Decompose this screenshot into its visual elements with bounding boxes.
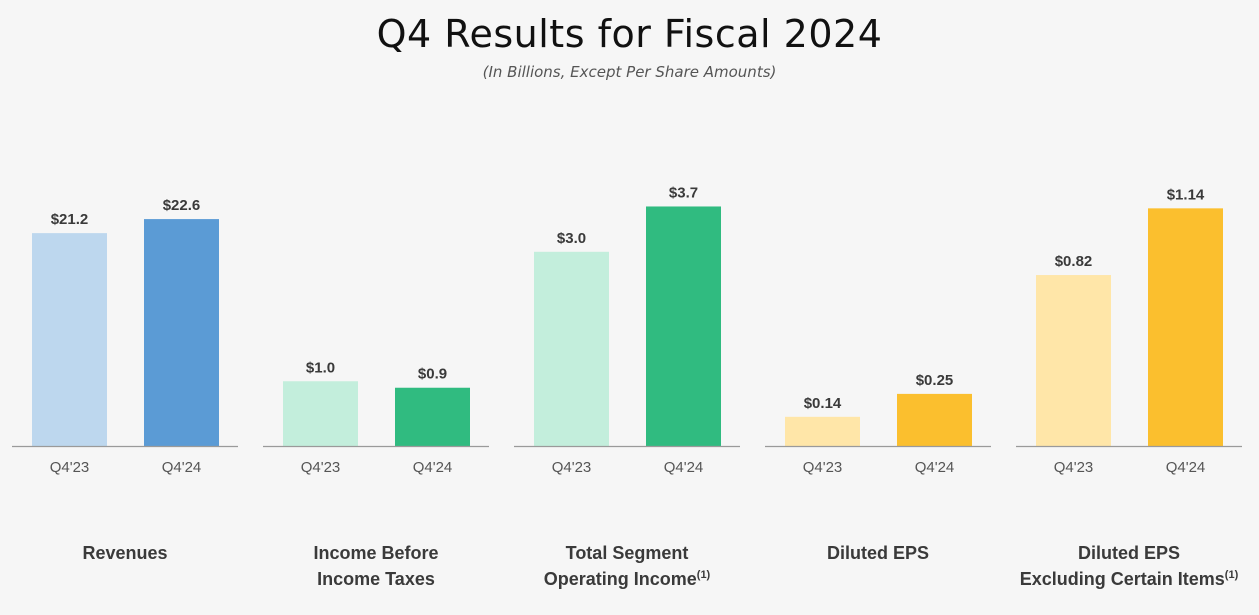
chart-title: Total Segment Operating Income(1) bbox=[507, 540, 747, 592]
chart-title-line: Operating Income(1) bbox=[507, 566, 747, 592]
x-tick-label: Q4'24 bbox=[162, 459, 202, 476]
bar-value-label: $3.0 bbox=[557, 230, 586, 247]
chart-title-line: Income Taxes bbox=[256, 566, 496, 592]
bar-value-label: $0.82 bbox=[1055, 253, 1093, 270]
bar-value-label: $0.9 bbox=[418, 366, 447, 383]
bar-1 bbox=[1036, 275, 1111, 446]
chart-title-line: Income Before bbox=[256, 540, 496, 566]
x-tick-label: Q4'24 bbox=[915, 459, 955, 476]
bar-1 bbox=[785, 416, 860, 446]
page-subtitle: (In Billions, Except Per Share Amounts) bbox=[482, 63, 777, 81]
chart-title-text: Income Before bbox=[313, 543, 439, 563]
x-tick-label: Q4'23 bbox=[1054, 459, 1094, 476]
chart-title: Diluted EPS bbox=[758, 540, 998, 566]
bar-2 bbox=[1148, 208, 1223, 446]
x-tick-label: Q4'23 bbox=[50, 459, 90, 476]
chart-title-line: Revenues bbox=[5, 540, 245, 566]
x-tick-label: Q4'23 bbox=[301, 459, 341, 476]
chart-title-text: Excluding Certain Items bbox=[1019, 569, 1225, 589]
bar-value-label: $3.7 bbox=[669, 184, 698, 201]
bar-value-label: $22.6 bbox=[163, 197, 201, 214]
chart-title-text: Operating Income bbox=[543, 569, 697, 589]
chart-title: Income Before Income Taxes bbox=[256, 540, 496, 592]
x-tick-label: Q4'24 bbox=[1166, 459, 1206, 476]
chart-title-line: Diluted EPS bbox=[758, 540, 998, 566]
chart-panel-4: $0.14 Q4'23 $0.25 Q4'24 bbox=[765, 372, 991, 476]
x-tick-label: Q4'23 bbox=[803, 459, 843, 476]
chart-title-line: Excluding Certain Items(1) bbox=[1009, 566, 1249, 592]
bar-value-label: $1.14 bbox=[1167, 186, 1205, 203]
bar-value-label: $0.25 bbox=[916, 372, 954, 389]
bar-value-label: $0.14 bbox=[804, 395, 842, 412]
x-tick-label: Q4'24 bbox=[413, 459, 453, 476]
chart-title-text: Total Segment bbox=[565, 543, 689, 563]
chart-title: Diluted EPS Excluding Certain Items(1) bbox=[1009, 540, 1249, 592]
bar-1 bbox=[32, 233, 107, 446]
chart-panel-2: $1.0 Q4'23 $0.9 Q4'24 bbox=[263, 359, 489, 476]
page-title: Q4 Results for Fiscal 2024 bbox=[376, 12, 883, 56]
x-tick-label: Q4'23 bbox=[552, 459, 592, 476]
chart-title-text: Revenues bbox=[82, 543, 168, 563]
bar-2 bbox=[144, 219, 219, 446]
chart-title: Revenues bbox=[5, 540, 245, 566]
bar-1 bbox=[534, 251, 609, 446]
bar-value-label: $1.0 bbox=[306, 359, 335, 376]
chart-title-line: Diluted EPS bbox=[1009, 540, 1249, 566]
bar-2 bbox=[897, 393, 972, 446]
chart-title-text: Diluted EPS bbox=[1077, 543, 1180, 563]
footnote-marker: (1) bbox=[696, 569, 711, 581]
bar-2 bbox=[395, 387, 470, 446]
chart-title-text: Diluted EPS bbox=[826, 543, 929, 563]
chart-title-text: Income Taxes bbox=[317, 569, 435, 589]
chart-panel-3: $3.0 Q4'23 $3.7 Q4'24 bbox=[514, 184, 740, 476]
footnote-marker: (1) bbox=[1224, 569, 1239, 581]
chart-panel-1: $21.2 Q4'23 $22.6 Q4'24 bbox=[12, 197, 238, 476]
bar-2 bbox=[646, 206, 721, 446]
chart-title-line: Total Segment bbox=[507, 540, 747, 566]
x-tick-label: Q4'24 bbox=[664, 459, 704, 476]
chart-panel-5: $0.82 Q4'23 $1.14 Q4'24 bbox=[1016, 186, 1242, 476]
bar-value-label: $21.2 bbox=[51, 211, 89, 228]
bar-1 bbox=[283, 381, 358, 446]
